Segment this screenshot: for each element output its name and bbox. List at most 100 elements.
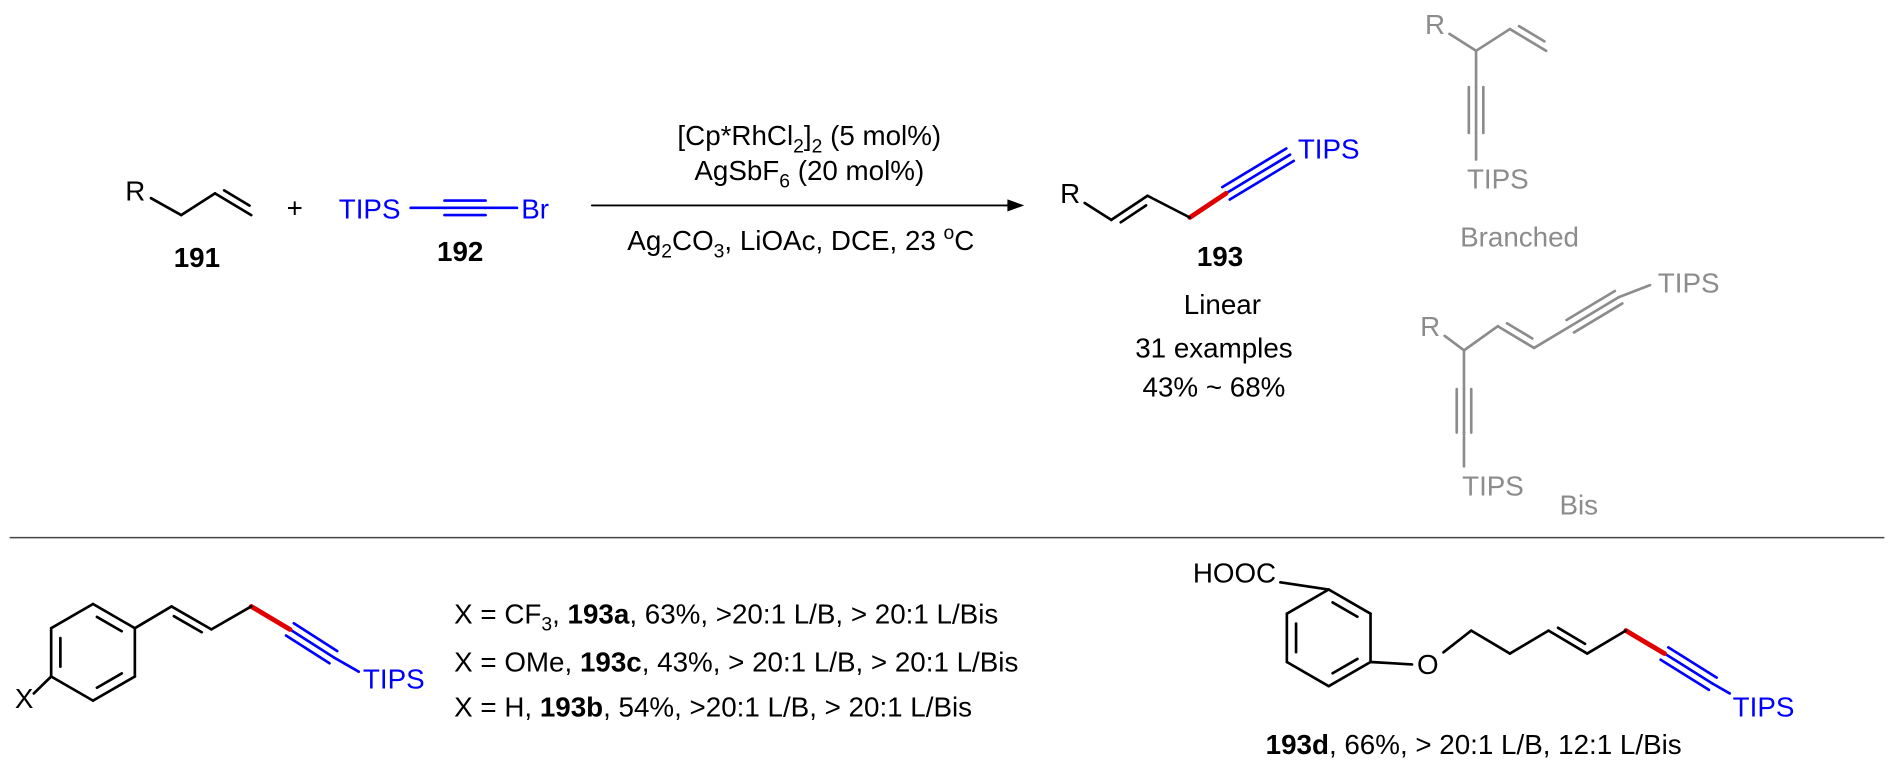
t: , [552, 598, 567, 629]
compound-id: 193d [1266, 729, 1329, 760]
bond [1220, 147, 1288, 189]
t: , 43%, > 20:1 L/B, > 20:1 L/Bis [642, 647, 1019, 678]
compound-id: 193b [540, 691, 603, 722]
examples: 31 examples [1135, 333, 1292, 364]
t: ] [804, 120, 812, 151]
bond [1109, 194, 1149, 222]
bond [1448, 32, 1478, 53]
t: C [954, 225, 974, 256]
bond [292, 621, 339, 653]
tips: TIPS [339, 194, 401, 225]
t: Ag [627, 225, 661, 256]
t: (5 mol%) [822, 120, 941, 151]
compound-id: 193 [1197, 241, 1243, 272]
bond [332, 655, 361, 673]
bond [1285, 588, 1331, 616]
example-row: X = CF3, 193a, 63%, >20:1 L/B, > 20:1 L/… [454, 598, 998, 635]
bond [213, 192, 253, 217]
bond [288, 628, 335, 659]
bond [91, 602, 137, 630]
bond [179, 192, 217, 217]
conditions-below: Ag2CO3, LiOAc, DCE, 23 oC [627, 223, 974, 262]
bond [1285, 660, 1331, 688]
bond [1469, 629, 1512, 655]
bond [172, 614, 204, 634]
sub: 2 [812, 136, 823, 157]
product-type: Branched [1460, 221, 1579, 252]
bond [1369, 660, 1414, 666]
plus: + [287, 192, 303, 223]
bond [1228, 159, 1296, 201]
bond [133, 605, 173, 630]
product-type: Linear [1184, 289, 1261, 320]
r-group: R [1420, 311, 1440, 342]
bond [1623, 628, 1667, 656]
bond [1224, 153, 1292, 195]
tips: TIPS [1462, 470, 1524, 501]
bond [1331, 657, 1359, 675]
bond [91, 675, 137, 702]
bond [1146, 194, 1192, 219]
compound-id: 192 [437, 236, 483, 267]
bond [1508, 629, 1550, 655]
t: , 66%, > 20:1 L/B, 12:1 L/Bis [1329, 729, 1682, 760]
bond [170, 605, 213, 631]
bond [222, 189, 251, 207]
bond [210, 605, 253, 631]
yield: 43% ~ 68% [1143, 371, 1286, 402]
bond [1083, 201, 1113, 222]
bond [1327, 588, 1372, 616]
sub: 3 [714, 241, 725, 262]
bond [49, 602, 95, 630]
t: [Cp*RhCl [677, 120, 793, 151]
bond [49, 675, 95, 702]
t: CO [672, 225, 714, 256]
bond [1532, 324, 1572, 350]
example-row: X = H, 193b, 54%, >20:1 L/B, > 20:1 L/Bi… [454, 691, 972, 722]
br: Br [521, 194, 549, 225]
compound-id: 193a [568, 598, 630, 629]
bond [1496, 324, 1536, 350]
bond [1474, 27, 1512, 53]
bond [1508, 27, 1548, 53]
bond [284, 634, 331, 665]
bond [1443, 334, 1466, 352]
oxygen: O [1417, 649, 1439, 680]
arrowhead [1007, 199, 1025, 212]
bond [1568, 295, 1620, 328]
bond [1119, 204, 1148, 224]
bond [32, 675, 53, 695]
bond [248, 604, 293, 632]
bond [1667, 646, 1718, 679]
bond [1572, 302, 1624, 334]
bond [1711, 682, 1732, 695]
r-group: R [125, 176, 145, 207]
sub: 2 [793, 136, 804, 157]
t: (20 mol%) [790, 155, 924, 186]
tips: TIPS [1658, 267, 1720, 298]
bond [95, 615, 124, 633]
bond [1505, 321, 1534, 340]
bond [1187, 190, 1229, 220]
bond [149, 196, 183, 217]
bond [1663, 652, 1715, 686]
bond [1462, 324, 1500, 352]
bond [1442, 629, 1473, 654]
t: , LiOAc, DCE, 23 [724, 225, 943, 256]
r-group: R [1425, 9, 1445, 40]
bond [1565, 289, 1617, 322]
sub: 2 [661, 241, 672, 262]
tips: TIPS [1298, 133, 1360, 164]
compound-id: 193c [580, 647, 642, 678]
compound-id: 191 [174, 242, 220, 273]
caption: 193d, 66%, > 20:1 L/B, 12:1 L/Bis [1266, 729, 1682, 760]
sub: 3 [541, 615, 552, 636]
t: X = H, [454, 691, 540, 722]
bond [1585, 629, 1628, 655]
t: , 63%, >20:1 L/B, > 20:1 L/Bis [629, 598, 998, 629]
additive: AgSbF6 (20 mol%) [694, 155, 924, 192]
bond [1327, 660, 1372, 688]
tips: TIPS [1733, 691, 1795, 722]
bond [1517, 24, 1546, 43]
